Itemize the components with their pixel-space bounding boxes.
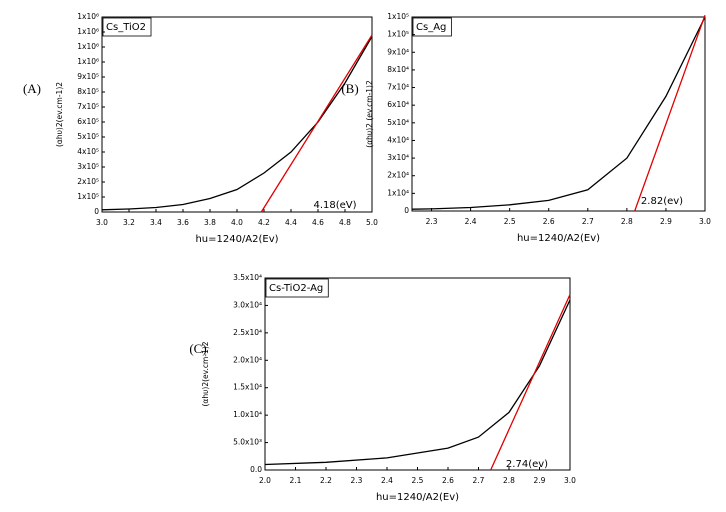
x-tick-label: 2.1 [290, 476, 302, 485]
x-tick-label: 2.5 [412, 476, 424, 485]
x-tick-label: 5.0 [366, 218, 378, 227]
data-line [264, 299, 571, 466]
y-tick-label: 4x10⁵ [77, 147, 99, 156]
x-tick-label: 2.4 [465, 217, 477, 226]
y-tick-label: 7x10⁴ [387, 83, 409, 92]
y-tick-label: 3x10⁴ [387, 153, 409, 162]
plot-frame [264, 277, 571, 471]
x-tick-label: 2.2 [320, 476, 332, 485]
y-tick-label: 0 [94, 207, 99, 216]
x-tick-label: 3.0 [699, 217, 711, 226]
y-tick-label: 5x10⁵ [77, 132, 99, 141]
x-tick-label: 3.0 [564, 476, 576, 485]
y-axis-label: (αhυ)2(ev.cm-1)2 [55, 82, 64, 147]
x-tick-label: 4.6 [312, 218, 324, 227]
x-tick-label: 2.4 [381, 476, 393, 485]
x-tick-label: 2.0 [259, 476, 271, 485]
y-tick-label: 1x10⁶ [77, 57, 99, 66]
x-tick-label: 2.9 [660, 217, 672, 226]
annotation: 2.74(ev) [506, 459, 548, 470]
y-tick-label: 1.5x10⁴ [233, 383, 262, 392]
y-tick-label: 1x10⁵ [387, 30, 409, 39]
x-axis-label: hu=1240/A2(Ev) [517, 233, 600, 244]
data-line [411, 16, 706, 210]
y-tick-label: 0.0 [250, 465, 262, 474]
x-tick-label: 2.3 [426, 217, 438, 226]
annotation: 2.82(ev) [641, 196, 683, 207]
y-tick-label: 1x10⁵ [77, 192, 99, 201]
data-line [101, 36, 373, 211]
x-tick-label: 4.2 [258, 218, 270, 227]
y-tick-label: 8x10⁵ [77, 87, 99, 96]
y-tick-label: 1x10⁶ [77, 42, 99, 51]
data-line [260, 34, 373, 213]
y-tick-label: 2x10⁵ [77, 177, 99, 186]
panel-label: (B) [341, 81, 358, 96]
x-tick-label: 2.8 [621, 217, 633, 226]
x-tick-label: 2.7 [473, 476, 485, 485]
y-tick-label: 2.5x10⁴ [233, 328, 262, 337]
y-tick-label: 0 [404, 206, 409, 215]
y-tick-label: 6x10⁴ [387, 100, 409, 109]
panel-label: (C) [189, 341, 206, 356]
y-tick-label: 3.0x10⁴ [233, 300, 262, 309]
x-tick-label: 2.6 [442, 476, 454, 485]
panel-label: (A) [23, 81, 41, 96]
plot-frame [411, 16, 706, 212]
y-tick-label: 7x10⁵ [77, 102, 99, 111]
title-box [102, 17, 152, 37]
title-box [265, 278, 329, 298]
data-line [490, 294, 571, 471]
annotation: 4.18(eV) [313, 200, 356, 211]
y-tick-label: 5x10⁴ [387, 118, 409, 127]
y-axis-label: (αhυ)2 (ev.cm-1)2 [365, 80, 374, 148]
title-box [412, 17, 452, 37]
plot-frame [101, 16, 373, 213]
y-tick-label: 1x10⁶ [77, 27, 99, 36]
x-tick-label: 2.8 [503, 476, 515, 485]
x-tick-label: 3.6 [177, 218, 189, 227]
y-tick-label: 1x10⁶ [77, 12, 99, 21]
x-tick-label: 2.7 [582, 217, 594, 226]
x-tick-label: 2.9 [534, 476, 546, 485]
y-axis-label: (αhυ)2(ev.cm-1)2 [201, 341, 210, 406]
y-tick-label: 1.0x10⁴ [233, 410, 262, 419]
y-tick-label: 9x10⁵ [77, 72, 99, 81]
chart-title: Cs_Ag [416, 22, 446, 33]
y-tick-label: 6x10⁵ [77, 117, 99, 126]
y-tick-label: 2x10⁴ [387, 171, 409, 180]
y-tick-label: 1x10⁵ [387, 12, 409, 21]
x-tick-label: 3.4 [150, 218, 162, 227]
x-tick-label: 3.0 [96, 218, 108, 227]
chart-title: Cs_TiO2 [106, 22, 146, 33]
chart-title: Cs-TiO2-Ag [269, 283, 323, 294]
x-axis-label: hu=1240/A2(Ev) [195, 234, 278, 245]
y-tick-label: 3.5x10⁴ [233, 273, 262, 282]
x-tick-label: 2.5 [504, 217, 516, 226]
y-tick-label: 5.0x10³ [233, 438, 262, 447]
y-tick-label: 2.0x10⁴ [233, 355, 262, 364]
x-tick-label: 2.6 [543, 217, 555, 226]
x-tick-label: 3.8 [204, 218, 216, 227]
y-tick-label: 3x10⁵ [77, 162, 99, 171]
y-tick-label: 9x10⁴ [387, 47, 409, 56]
x-tick-label: 4.4 [285, 218, 297, 227]
x-tick-label: 4.0 [231, 218, 243, 227]
y-tick-label: 8x10⁴ [387, 65, 409, 74]
y-tick-label: 4x10⁴ [387, 135, 409, 144]
x-tick-label: 4.8 [339, 218, 351, 227]
x-tick-label: 3.2 [123, 218, 135, 227]
y-tick-label: 1x10⁴ [387, 188, 409, 197]
x-tick-label: 2.3 [351, 476, 363, 485]
data-line [634, 14, 706, 212]
x-axis-label: hu=1240/A2(Ev) [376, 492, 459, 503]
